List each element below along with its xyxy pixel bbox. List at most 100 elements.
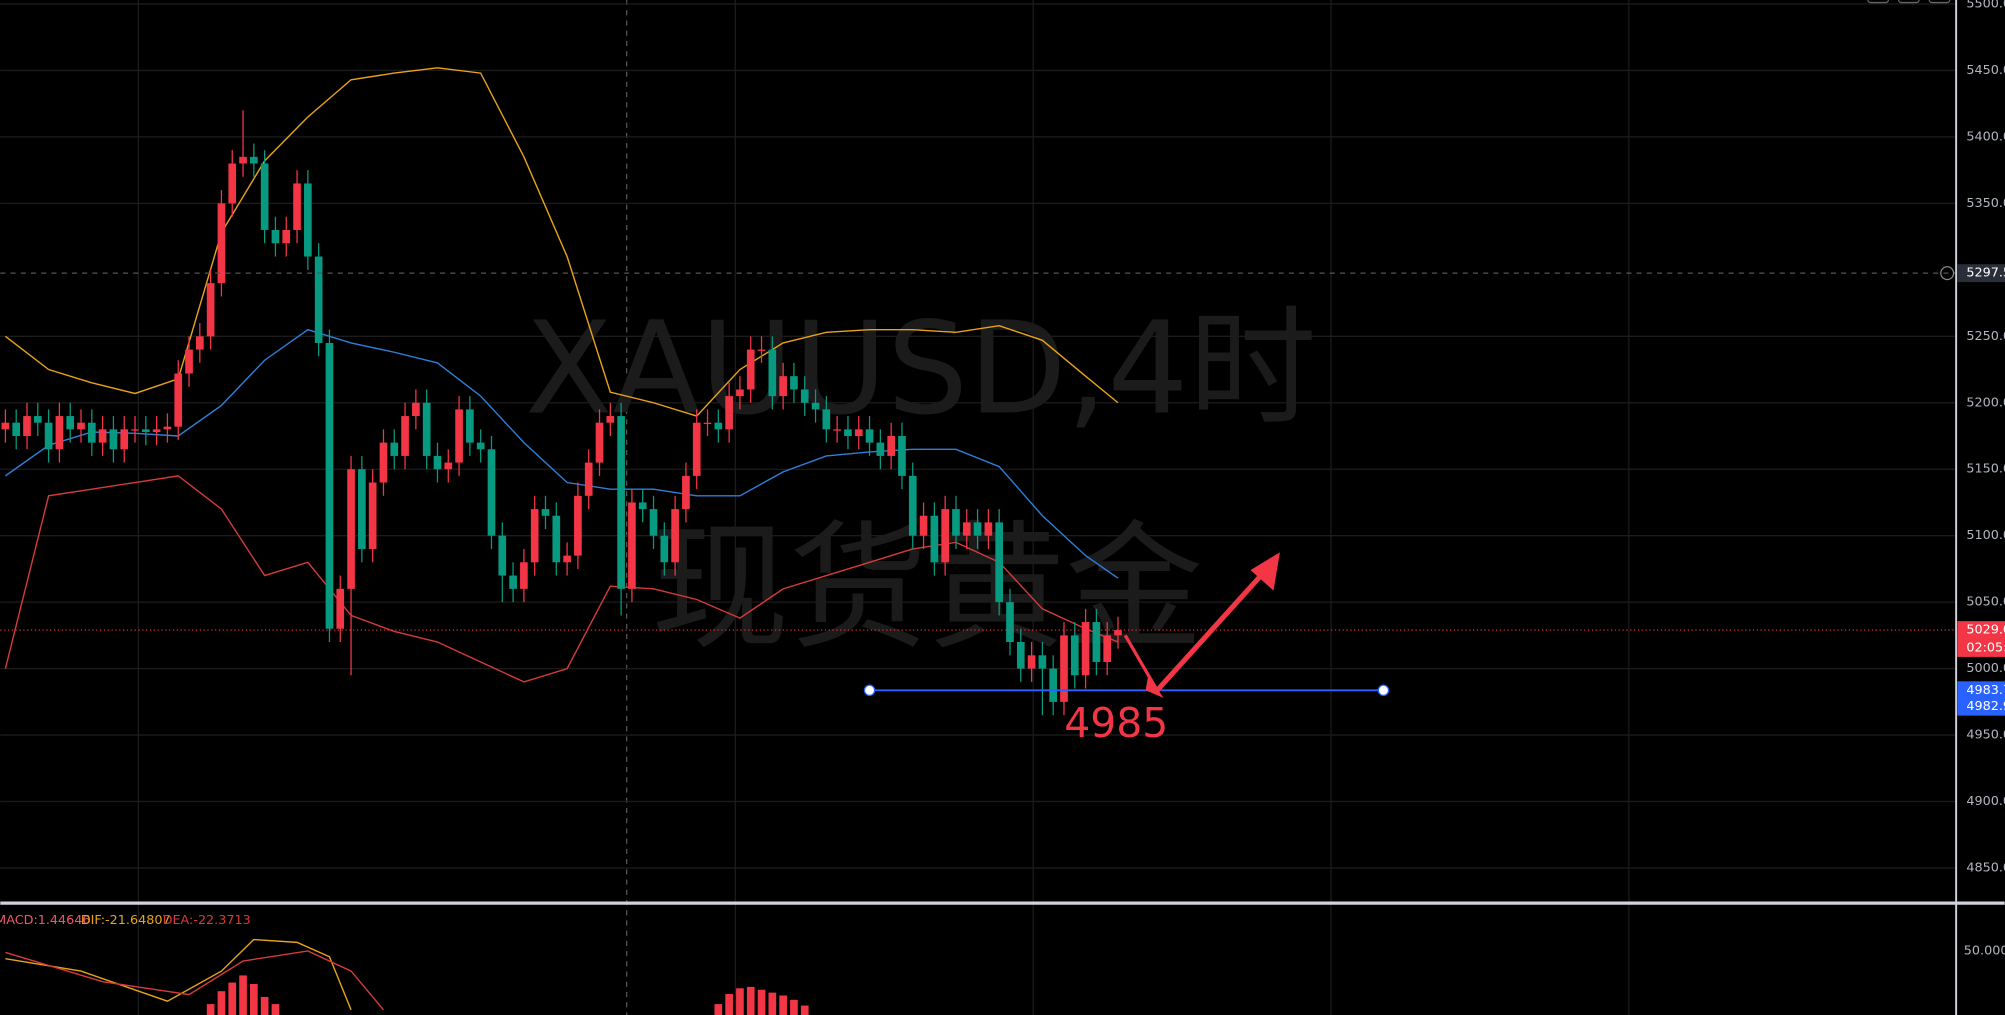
candle-body: [239, 156, 247, 164]
price-label: 4982.9: [1966, 699, 2005, 714]
candle-body: [206, 283, 215, 337]
price-label: 5029.0: [1966, 623, 2005, 638]
dea-label: DEA:-22.3713: [163, 913, 251, 928]
candle-body: [692, 422, 701, 476]
candle-body: [833, 429, 841, 431]
candle-body: [174, 373, 183, 427]
dif-label: DIF:-21.64807: [81, 913, 171, 928]
candle-body: [606, 416, 615, 423]
candle-body: [293, 183, 301, 230]
y-tick-label: 5500.0: [1966, 0, 2005, 11]
toolbar-icons: [1867, 0, 1951, 4]
candle-body: [304, 183, 312, 257]
drawings: [1123, 552, 1280, 698]
histogram-bar: [768, 992, 777, 1015]
y-tick-label: 5100.0: [1966, 528, 2005, 543]
candle-body: [563, 555, 571, 563]
candle-body: [282, 229, 291, 244]
annotation: 4985: [1064, 699, 1168, 747]
candle-body: [854, 429, 863, 436]
candle-body: [628, 502, 636, 589]
candle-body: [1060, 635, 1068, 702]
candle-body: [779, 376, 787, 397]
candle-body: [574, 495, 582, 556]
candle-body: [12, 422, 21, 436]
candle-body: [768, 349, 777, 397]
candle-body: [1049, 668, 1058, 702]
candle-body: [23, 416, 31, 436]
candle-body: [336, 588, 345, 629]
histogram-bar: [228, 982, 237, 1015]
candle-body: [962, 522, 971, 536]
candle-body: [358, 469, 366, 549]
candle-body: [44, 422, 53, 450]
y-tick-label: 5450.0: [1966, 63, 2005, 78]
histogram-bar: [206, 1004, 215, 1015]
candle-body: [552, 515, 561, 563]
y-tick-label: 50.0000: [1964, 943, 2005, 958]
candle-body: [185, 349, 193, 374]
candle-body: [595, 422, 604, 463]
price-label: 5297.5: [1966, 266, 2005, 281]
price-label: 4983.7: [1966, 683, 2005, 698]
candle-body: [98, 429, 107, 443]
candle-body: [325, 342, 334, 629]
candle-body: [1092, 622, 1101, 662]
price-badge: [1957, 681, 2005, 700]
candle-body: [919, 515, 928, 536]
indicator-line: [4, 328, 1119, 579]
candle-body: [584, 462, 593, 496]
candle-body: [390, 442, 399, 456]
candle-body: [714, 422, 723, 430]
candle-body: [260, 163, 269, 230]
candle-body: [541, 509, 550, 516]
candle-body: [1006, 602, 1014, 643]
histogram-bar: [714, 1004, 723, 1015]
candle-body: [401, 416, 409, 456]
candle-body: [1, 422, 10, 430]
histogram-bar: [779, 995, 787, 1015]
histogram-bar: [800, 1005, 809, 1015]
candle-body: [109, 429, 118, 450]
candle-body: [444, 462, 453, 470]
candle-body: [217, 203, 226, 284]
histogram-bar: [725, 994, 733, 1015]
candle-body: [908, 475, 917, 536]
candle-body: [671, 509, 679, 563]
candle-body: [530, 509, 539, 563]
histogram-bar: [239, 975, 247, 1015]
candle-body: [811, 402, 820, 410]
candle-body: [984, 522, 993, 536]
candle-body: [1070, 635, 1079, 676]
candle-body: [33, 416, 42, 423]
candle-body: [141, 429, 150, 433]
candle-body: [973, 522, 982, 536]
candle-body: [876, 442, 885, 456]
y-tick-label: 5200.0: [1966, 395, 2005, 410]
countdown: 02:05:3: [1966, 640, 2005, 655]
candle-body: [120, 429, 129, 450]
candle-body: [898, 435, 906, 476]
crosshair-plus: [1940, 266, 1955, 281]
candle-body: [1038, 655, 1047, 669]
candle-body: [995, 522, 1004, 603]
candle-body: [314, 256, 323, 343]
candle-body: [412, 402, 420, 417]
histogram-bar: [271, 1004, 280, 1015]
candle-body: [476, 442, 485, 450]
candle-body: [433, 455, 442, 470]
y-tick-label: 5350.0: [1966, 196, 2005, 211]
candle-body: [1027, 655, 1036, 669]
price-badge: [1957, 697, 2005, 716]
icon: [1897, 0, 1920, 4]
level-handle: [863, 684, 876, 697]
histogram-bar: [790, 999, 798, 1015]
candle-body: [1114, 630, 1122, 636]
candle-body: [757, 349, 766, 351]
candle-body: [487, 449, 496, 536]
histogram-bar: [250, 983, 258, 1015]
candle-body: [55, 416, 64, 450]
